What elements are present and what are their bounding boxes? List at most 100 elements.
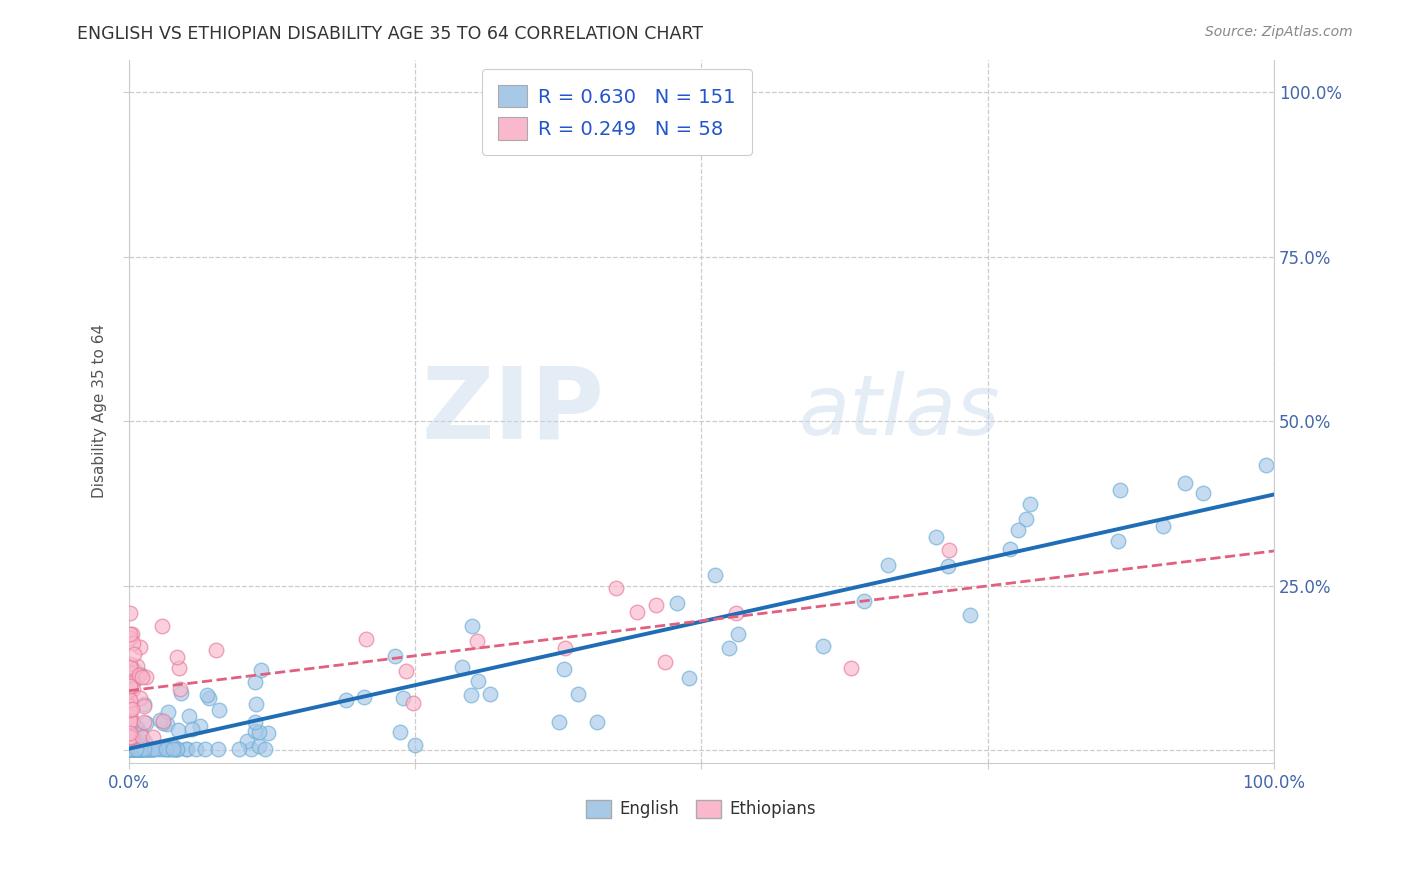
Point — [128, 736, 150, 750]
Point — [132, 742, 155, 756]
Point — [134, 742, 156, 756]
Point — [235, 733, 257, 747]
Point — [128, 640, 150, 655]
Point — [1107, 534, 1129, 549]
Point — [156, 742, 179, 756]
Point — [157, 740, 180, 755]
Point — [125, 659, 148, 673]
Point — [150, 619, 173, 633]
Point — [188, 719, 211, 733]
Point — [118, 742, 141, 756]
Point — [1007, 523, 1029, 537]
Point — [118, 742, 141, 756]
Point — [121, 676, 143, 690]
Point — [131, 742, 153, 756]
Point — [240, 742, 263, 756]
Legend: English, Ethiopians: English, Ethiopians — [579, 793, 823, 825]
Point — [127, 742, 149, 756]
Point — [129, 742, 152, 756]
Point — [118, 703, 141, 717]
Point — [118, 679, 141, 693]
Point — [718, 640, 741, 655]
Point — [1018, 497, 1040, 511]
Point — [1174, 476, 1197, 491]
Point — [121, 730, 143, 744]
Point — [131, 742, 153, 756]
Point — [166, 649, 188, 664]
Point — [134, 742, 156, 756]
Point — [1152, 519, 1174, 533]
Point — [121, 714, 143, 728]
Point — [392, 690, 415, 705]
Point — [122, 742, 145, 756]
Point — [118, 742, 141, 756]
Point — [356, 632, 378, 646]
Point — [118, 742, 141, 756]
Point — [120, 730, 142, 744]
Point — [139, 742, 162, 756]
Point — [136, 742, 159, 756]
Point — [129, 742, 152, 756]
Point — [132, 715, 155, 730]
Point — [166, 723, 188, 738]
Point — [136, 742, 159, 756]
Point — [129, 739, 152, 753]
Point — [121, 738, 143, 752]
Point — [141, 742, 163, 756]
Point — [124, 742, 146, 756]
Point — [250, 663, 273, 677]
Point — [179, 708, 201, 723]
Point — [257, 726, 280, 740]
Point — [384, 648, 406, 663]
Point — [1191, 486, 1213, 500]
Point — [120, 665, 142, 680]
Point — [118, 699, 141, 714]
Point — [125, 742, 148, 756]
Point — [127, 742, 149, 756]
Point — [180, 722, 202, 736]
Point — [118, 683, 141, 698]
Point — [129, 742, 152, 756]
Point — [404, 738, 426, 752]
Point — [134, 742, 156, 756]
Point — [465, 634, 488, 648]
Point — [118, 742, 141, 756]
Point — [198, 690, 221, 705]
Point — [121, 701, 143, 715]
Point — [132, 742, 155, 756]
Point — [585, 714, 607, 729]
Point — [135, 716, 157, 731]
Point — [1000, 541, 1022, 556]
Point — [122, 647, 145, 661]
Point — [245, 697, 267, 711]
Point — [122, 635, 145, 649]
Point — [554, 640, 576, 655]
Point — [125, 722, 148, 736]
Point — [547, 715, 569, 730]
Point — [129, 667, 152, 681]
Point — [1015, 512, 1038, 526]
Text: atlas: atlas — [799, 371, 1000, 452]
Point — [195, 689, 218, 703]
Point — [118, 657, 141, 671]
Point — [122, 742, 145, 756]
Point — [122, 664, 145, 678]
Point — [127, 742, 149, 756]
Point — [165, 742, 187, 756]
Point — [124, 742, 146, 756]
Point — [461, 619, 484, 633]
Point — [134, 735, 156, 749]
Point — [127, 671, 149, 685]
Point — [118, 607, 141, 621]
Point — [852, 593, 875, 607]
Point — [877, 558, 900, 572]
Point — [727, 627, 749, 641]
Point — [141, 742, 163, 756]
Point — [121, 742, 143, 756]
Point — [938, 542, 960, 557]
Point — [118, 694, 141, 708]
Point — [142, 742, 165, 756]
Point — [132, 697, 155, 711]
Point — [166, 742, 188, 756]
Point — [129, 727, 152, 741]
